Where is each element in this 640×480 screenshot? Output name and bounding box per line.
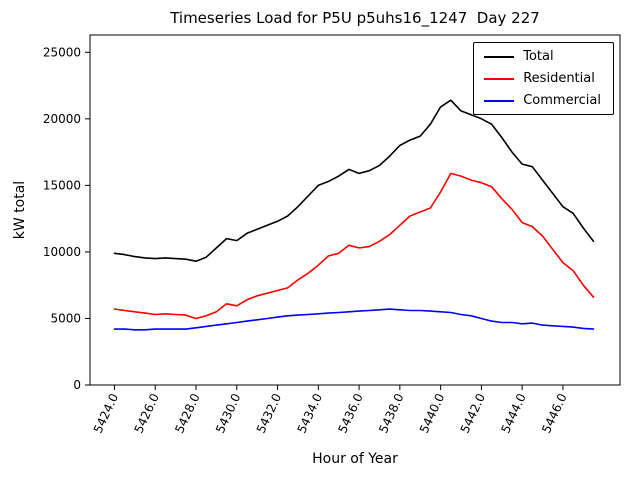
- x-tick-label: 5432.0: [254, 391, 284, 435]
- series-line-residential: [113, 172, 595, 320]
- x-tick-label: 5446.0: [539, 391, 569, 435]
- x-tick-label: 5434.0: [295, 391, 325, 435]
- axes-frame: [89, 34, 621, 386]
- legend-line-total: [484, 55, 515, 58]
- legend-label: Commercial: [523, 93, 601, 108]
- legend-label: Residential: [523, 71, 595, 86]
- x-tick-label: 5438.0: [376, 391, 406, 435]
- x-tick-label: 5436.0: [335, 391, 365, 435]
- x-tick-label: 5444.0: [498, 391, 528, 435]
- x-axis-label: Hour of Year: [312, 451, 398, 467]
- legend-label: Total: [523, 49, 554, 64]
- x-tick-label: 5428.0: [172, 391, 202, 435]
- legend-item-commercial: Commercial: [484, 94, 601, 107]
- legend-item-residential: Residential: [484, 72, 601, 85]
- series-line-total: [113, 99, 595, 263]
- x-tick-label: 5426.0: [132, 391, 162, 435]
- y-tick-label: 5000: [50, 311, 81, 325]
- y-tick-label: 25000: [43, 45, 81, 59]
- legend-item-total: Total: [484, 50, 601, 63]
- legend: Total Residential Commercial: [473, 42, 614, 115]
- y-tick-label: 20000: [43, 112, 81, 126]
- chart-title: Timeseries Load for P5U p5uhs16_1247 Day…: [170, 9, 540, 27]
- legend-line-residential: [484, 77, 515, 80]
- x-tick-label: 5430.0: [213, 391, 243, 435]
- y-tick-label: 15000: [43, 178, 81, 192]
- legend-line-commercial: [484, 99, 515, 102]
- series-line-commercial: [113, 308, 595, 331]
- y-tick-label: 10000: [43, 245, 81, 259]
- x-tick-label: 5424.0: [91, 391, 121, 435]
- y-tick-label: 0: [73, 378, 81, 392]
- x-tick-label: 5442.0: [458, 391, 488, 435]
- x-tick-label: 5440.0: [417, 391, 447, 435]
